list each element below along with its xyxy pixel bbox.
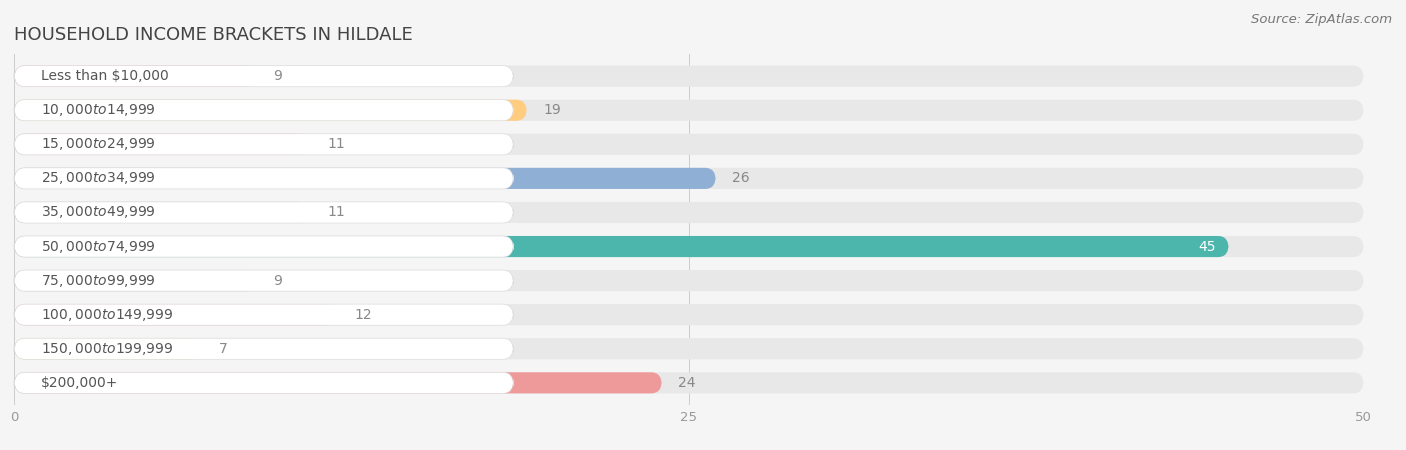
Text: 11: 11: [328, 137, 344, 151]
Text: $10,000 to $14,999: $10,000 to $14,999: [41, 102, 156, 118]
Text: $100,000 to $149,999: $100,000 to $149,999: [41, 307, 173, 323]
Text: $150,000 to $199,999: $150,000 to $199,999: [41, 341, 173, 357]
Text: 45: 45: [1198, 239, 1215, 253]
FancyBboxPatch shape: [14, 236, 1364, 257]
FancyBboxPatch shape: [14, 372, 1364, 393]
FancyBboxPatch shape: [14, 99, 1364, 121]
Text: 9: 9: [273, 274, 283, 288]
FancyBboxPatch shape: [14, 304, 513, 325]
Text: HOUSEHOLD INCOME BRACKETS IN HILDALE: HOUSEHOLD INCOME BRACKETS IN HILDALE: [14, 26, 413, 44]
Text: 9: 9: [273, 69, 283, 83]
FancyBboxPatch shape: [14, 99, 527, 121]
Text: $15,000 to $24,999: $15,000 to $24,999: [41, 136, 156, 152]
Text: 26: 26: [733, 171, 749, 185]
Text: 24: 24: [678, 376, 696, 390]
FancyBboxPatch shape: [14, 270, 1364, 291]
FancyBboxPatch shape: [14, 99, 513, 121]
FancyBboxPatch shape: [14, 372, 662, 393]
Text: $200,000+: $200,000+: [41, 376, 118, 390]
FancyBboxPatch shape: [14, 202, 311, 223]
FancyBboxPatch shape: [14, 168, 513, 189]
FancyBboxPatch shape: [14, 304, 337, 325]
Text: Less than $10,000: Less than $10,000: [41, 69, 169, 83]
FancyBboxPatch shape: [14, 168, 1364, 189]
FancyBboxPatch shape: [14, 134, 1364, 155]
FancyBboxPatch shape: [14, 66, 257, 87]
FancyBboxPatch shape: [14, 202, 513, 223]
Text: 19: 19: [543, 103, 561, 117]
Text: $75,000 to $99,999: $75,000 to $99,999: [41, 273, 156, 288]
FancyBboxPatch shape: [14, 338, 1364, 360]
FancyBboxPatch shape: [14, 304, 1364, 325]
FancyBboxPatch shape: [14, 236, 1229, 257]
FancyBboxPatch shape: [14, 202, 1364, 223]
FancyBboxPatch shape: [14, 372, 513, 393]
Text: 12: 12: [354, 308, 371, 322]
FancyBboxPatch shape: [14, 66, 1364, 87]
FancyBboxPatch shape: [14, 270, 513, 291]
FancyBboxPatch shape: [14, 134, 311, 155]
Text: 11: 11: [328, 206, 344, 220]
Text: Source: ZipAtlas.com: Source: ZipAtlas.com: [1251, 14, 1392, 27]
FancyBboxPatch shape: [14, 338, 202, 360]
Text: 7: 7: [219, 342, 228, 356]
Text: $35,000 to $49,999: $35,000 to $49,999: [41, 204, 156, 220]
FancyBboxPatch shape: [14, 236, 513, 257]
FancyBboxPatch shape: [14, 270, 257, 291]
FancyBboxPatch shape: [14, 168, 716, 189]
FancyBboxPatch shape: [14, 134, 513, 155]
FancyBboxPatch shape: [14, 66, 513, 87]
FancyBboxPatch shape: [14, 338, 513, 360]
Text: $50,000 to $74,999: $50,000 to $74,999: [41, 238, 156, 255]
Text: $25,000 to $34,999: $25,000 to $34,999: [41, 171, 156, 186]
